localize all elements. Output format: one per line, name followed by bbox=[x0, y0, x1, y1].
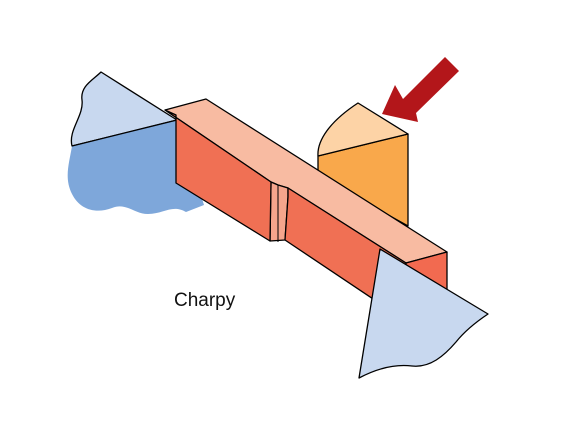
striker bbox=[317, 102, 409, 227]
diagram-caption: Charpy bbox=[174, 290, 236, 311]
left-anvil-upper-face bbox=[70, 71, 178, 147]
impact-arrow bbox=[382, 57, 459, 122]
left-anvil-lower-face bbox=[67, 120, 205, 214]
right-anvil bbox=[358, 248, 489, 379]
specimen-front-face-left bbox=[164, 109, 272, 242]
left-anvil-edge bbox=[71, 119, 178, 147]
arrow-down-left-icon bbox=[382, 57, 459, 122]
striker-top-face bbox=[317, 102, 409, 157]
right-anvil-face bbox=[358, 248, 489, 379]
left-anvil bbox=[67, 71, 205, 214]
